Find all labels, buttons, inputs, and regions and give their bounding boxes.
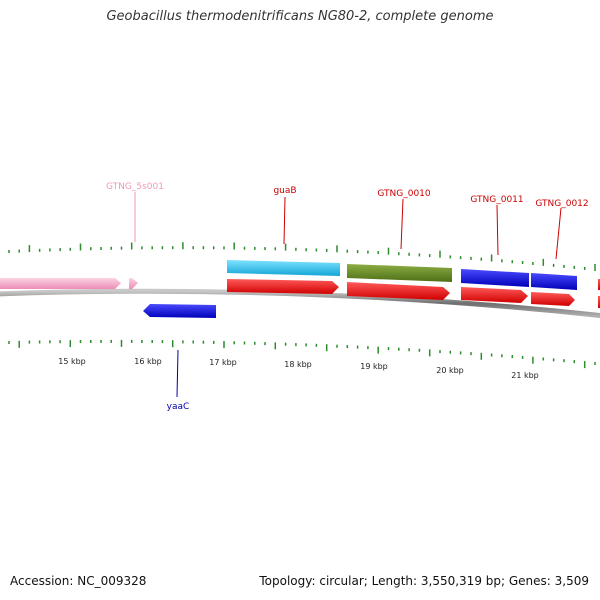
scale-label: 17 kbp (209, 358, 237, 367)
gene-arrow-pink-left[interactable] (0, 278, 121, 289)
leader-line-gtng-0010 (400, 198, 404, 250)
scale-label: 15 kbp (58, 357, 86, 366)
genome-backbone (0, 288, 600, 318)
genome-summary-text: Topology: circular; Length: 3,550,319 bp… (259, 574, 589, 588)
scale-label: 19 kbp (360, 362, 388, 371)
leader-line-yaac (176, 349, 179, 398)
gene-arrow-guab[interactable] (227, 260, 340, 276)
scale-labels: 15 kbp 16 kbp 17 kbp 18 kbp 19 kbp 20 kbp 21 k… (58, 357, 539, 380)
outer-tick-row (8, 242, 596, 271)
gene-label-guab: guaB (273, 186, 296, 196)
gene-label-gtng-5s001: GTNG_5s001 (106, 182, 164, 192)
scale-label: 18 kbp (284, 360, 312, 369)
scale-label: 16 kbp (134, 357, 162, 366)
scale-label: 20 kbp (436, 366, 464, 375)
gene-label-yaac: yaaC (167, 402, 190, 412)
gene-arrow-gtng-0010[interactable] (347, 264, 452, 282)
scale-label: 21 kbp (511, 371, 539, 380)
accession-text: Accession: NC_009328 (10, 574, 147, 588)
gene-arrow-gtng-0012[interactable] (531, 273, 577, 290)
gene-arrow-yaac[interactable] (143, 304, 216, 318)
gene-label-gtng-0010: GTNG_0010 (377, 189, 431, 199)
inner-tick-row (8, 339, 596, 369)
gene-label-gtng-0012: GTNG_0012 (535, 199, 588, 209)
gene-arrow-pink-small[interactable] (129, 278, 138, 289)
cds-arrow-gtng-0010[interactable] (347, 282, 450, 300)
gene-label-gtng-0011: GTNG_0011 (470, 195, 523, 205)
gene-arrow-gtng-0011[interactable] (461, 269, 529, 287)
map-title: Geobacillus thermodenitrificans NG80-2, … (106, 9, 494, 24)
cds-arrow-gtng-0012[interactable] (531, 292, 575, 306)
leader-line-gtng-0011 (496, 204, 499, 256)
leader-line-gtng-0012 (555, 207, 562, 260)
cds-arrow-guab[interactable] (227, 279, 339, 294)
leader-line-guab (283, 196, 286, 245)
cds-arrow-gtng-0011[interactable] (461, 287, 528, 303)
